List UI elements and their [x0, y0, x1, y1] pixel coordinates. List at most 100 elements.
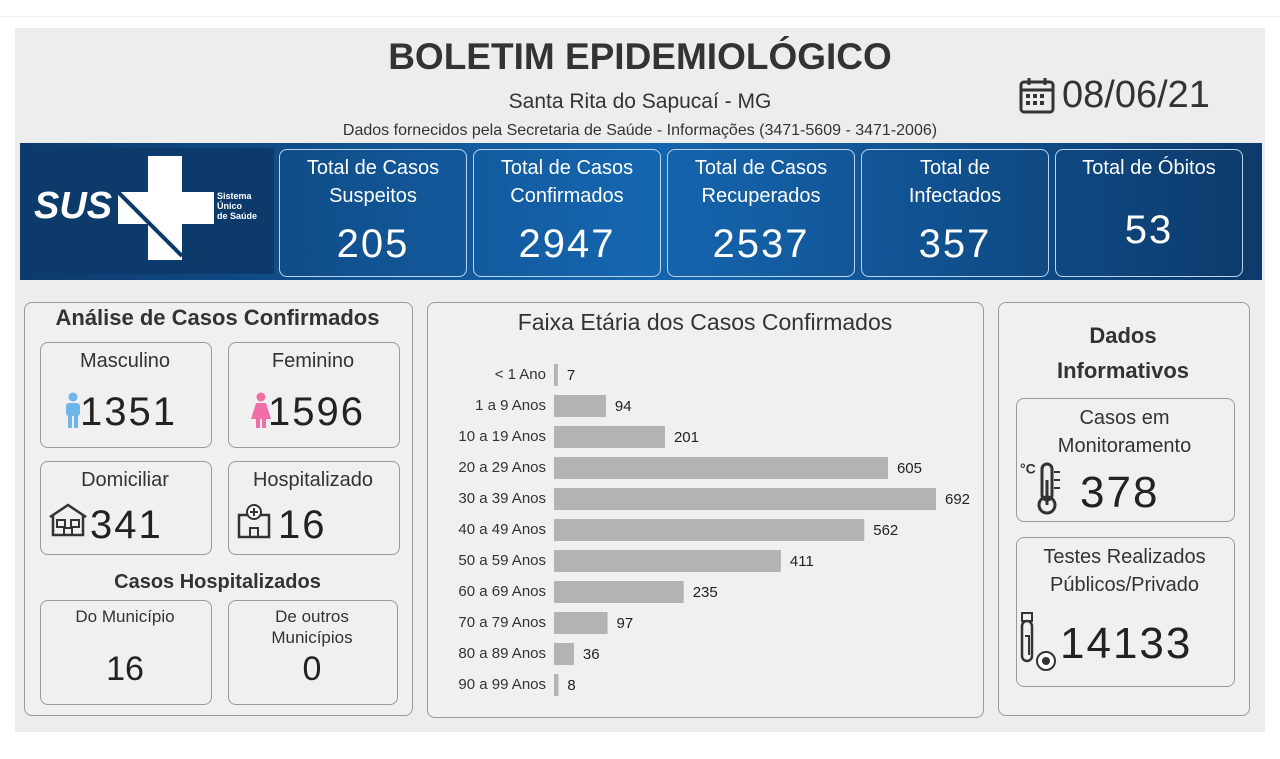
total-label: Total de Infectados: [861, 154, 1049, 210]
analysis-title: Análise de Casos Confirmados: [55, 305, 380, 330]
category-label: 10 a 19 Anos: [458, 428, 546, 445]
bar: [554, 550, 781, 572]
bar: [554, 674, 559, 696]
bar: [554, 612, 608, 634]
value-label: 201: [674, 429, 699, 446]
label-line: Masculino: [79, 350, 171, 372]
card-label: Casos em Monitoramento: [1006, 404, 1243, 460]
label-line: Públicos/Privado: [1050, 574, 1199, 596]
date: 08/06/21: [1062, 74, 1210, 116]
bar: [554, 457, 888, 479]
hospital-title: Casos Hospitalizados: [114, 571, 321, 593]
hospital-card: [228, 600, 398, 705]
card-value: 1351: [80, 390, 177, 434]
card-label: Do Município: [40, 606, 210, 627]
category-label: < 1 Ano: [495, 366, 546, 383]
value-label: 97: [617, 615, 634, 632]
label-line: Suspeitos: [329, 185, 417, 207]
label-line: Domiciliar: [81, 469, 169, 491]
logo-text: SUS: [34, 185, 113, 227]
card-value: 14133: [1060, 619, 1193, 668]
label-line: Total de Casos: [500, 157, 634, 179]
label-line: Do Município: [75, 607, 175, 626]
card-value: 1596: [268, 390, 365, 434]
card-icon: [250, 392, 272, 433]
category-label: 80 a 89 Anos: [458, 645, 546, 662]
category-label: 30 a 39 Anos: [458, 490, 546, 507]
category-label: 1 a 9 Anos: [475, 397, 546, 414]
age-chart: Faixa Etária dos Casos Confirmados < 1 A…: [458, 309, 970, 696]
bar: [554, 364, 558, 386]
value-label: 411: [790, 553, 814, 570]
value-label: 692: [945, 491, 970, 508]
card-icon: [62, 392, 84, 433]
label-line: Total de Casos: [694, 157, 828, 179]
category-label: 40 a 49 Anos: [458, 521, 546, 538]
total-card: [473, 149, 661, 277]
card-icon: [236, 503, 272, 544]
card-label: Masculino: [40, 350, 210, 373]
card-value: 16: [106, 650, 144, 688]
title: BOLETIM EPIDEMIOLÓGICO: [388, 36, 892, 77]
label-line: Hospitalizado: [252, 469, 374, 491]
chart-title: Faixa Etária dos Casos Confirmados: [518, 309, 893, 335]
hospital-card: [40, 600, 212, 705]
total-card: [279, 149, 467, 277]
category-label: 60 a 69 Anos: [458, 583, 546, 600]
card-value: 16: [278, 503, 327, 547]
label-line: Total de: [919, 157, 991, 179]
total-value: 2537: [712, 222, 810, 266]
analysis-card: [40, 461, 212, 555]
label-line: Testes Realizados: [1043, 546, 1206, 568]
total-card: [861, 149, 1049, 277]
card-label: Hospitalizado: [228, 469, 398, 492]
card-icon: [48, 503, 88, 542]
card-icon: [1020, 611, 1064, 680]
label-line: Municípios: [271, 628, 353, 647]
label-line: Confirmados: [510, 185, 624, 207]
card-value: 0: [302, 650, 322, 688]
total-card: [1055, 149, 1243, 277]
label-line: Total de Casos: [306, 157, 440, 179]
bar: [554, 426, 665, 448]
total-value: 357: [918, 222, 992, 266]
label-line: Total de Óbitos: [1082, 157, 1216, 179]
value-label: 605: [897, 460, 922, 477]
card-value: 341: [90, 503, 163, 547]
total-value: 53: [1124, 208, 1174, 252]
total-label: Total de Casos Suspeitos: [279, 154, 467, 210]
label-line: De outros: [275, 607, 349, 626]
value-label: 8: [567, 677, 575, 694]
label-line: Monitoramento: [1057, 435, 1192, 457]
total-card: [667, 149, 855, 277]
total-label: Total de Casos Recuperados: [667, 154, 855, 210]
bar: [554, 643, 574, 665]
bar: [554, 488, 936, 510]
value-label: 235: [693, 584, 718, 601]
label-line: Recuperados: [701, 185, 821, 207]
source: Dados fornecidos pela Secretaria de Saúd…: [342, 122, 938, 139]
info-title: Dados Informativos: [1056, 323, 1190, 383]
total-label: Total de Casos Confirmados: [473, 154, 661, 210]
bar: [554, 395, 606, 417]
category-label: 70 a 79 Anos: [458, 614, 546, 631]
value-label: 94: [615, 398, 632, 415]
value-label: 7: [567, 367, 575, 384]
card-value: 378: [1080, 468, 1160, 517]
logo-subtitle: Sistema Único de Saúde: [217, 191, 258, 221]
total-label: Total de Óbitos: [1055, 154, 1243, 182]
category-label: 90 a 99 Anos: [458, 676, 546, 693]
card-label: Feminino: [228, 350, 398, 373]
svg-text:°C: °C: [1020, 461, 1036, 477]
card-label: De outros Municípios: [228, 606, 396, 648]
analysis-card: [228, 342, 400, 448]
value-label: 36: [583, 646, 600, 663]
card-icon: °C: [1020, 460, 1064, 521]
bar: [554, 519, 865, 541]
label-line: Feminino: [271, 350, 355, 372]
top-rule: [0, 16, 1280, 17]
bar: [554, 581, 684, 603]
analysis-card: [40, 342, 212, 448]
card-label: Testes Realizados Públicos/Privado: [1006, 543, 1243, 599]
card-label: Domiciliar: [40, 469, 210, 492]
